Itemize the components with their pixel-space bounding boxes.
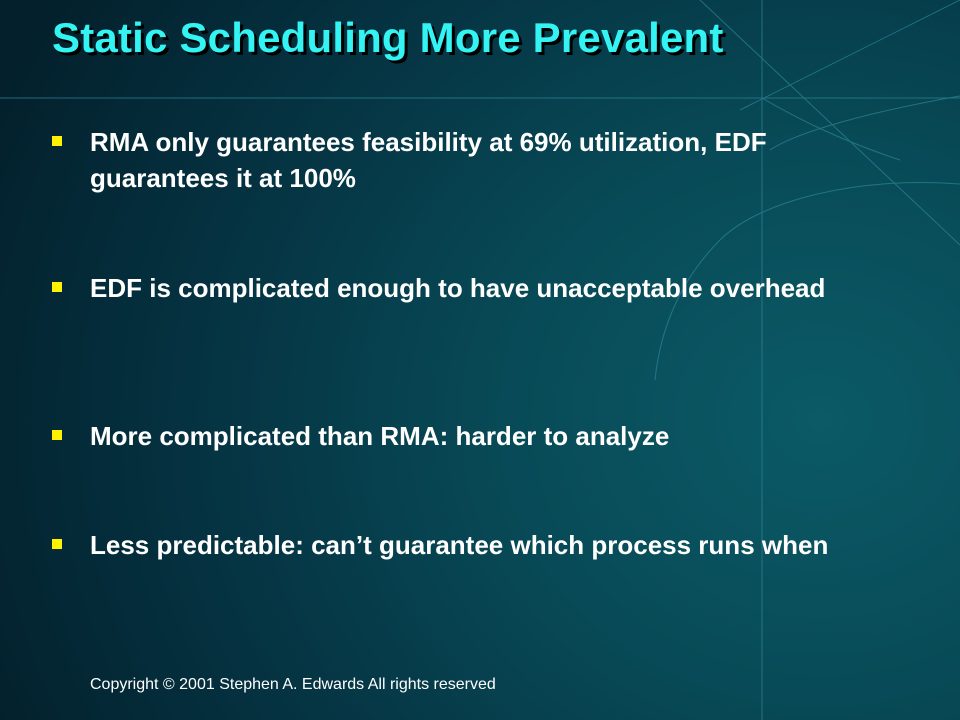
bullet-item: EDF is complicated enough to have unacce… (52, 270, 912, 306)
slide-title: Static Scheduling More Prevalent (52, 14, 724, 61)
copyright-footer: Copyright © 2001 Stephen A. Edwards All … (90, 676, 496, 693)
square-bullet-icon (52, 539, 62, 549)
bullet-text: Less predictable: can’t guarantee which … (90, 530, 829, 560)
bullet-text: EDF is complicated enough to have unacce… (90, 273, 826, 303)
square-bullet-icon (52, 136, 62, 146)
bullet-item: Less predictable: can’t guarantee which … (52, 527, 912, 563)
bullet-item: RMA only guarantees feasibility at 69% u… (52, 124, 912, 196)
square-bullet-icon (52, 282, 62, 292)
bullet-item: More complicated than RMA: harder to ana… (52, 418, 912, 454)
bullet-text: More complicated than RMA: harder to ana… (90, 421, 670, 451)
square-bullet-icon (52, 430, 62, 440)
bullet-text: RMA only guarantees feasibility at 69% u… (90, 127, 767, 193)
